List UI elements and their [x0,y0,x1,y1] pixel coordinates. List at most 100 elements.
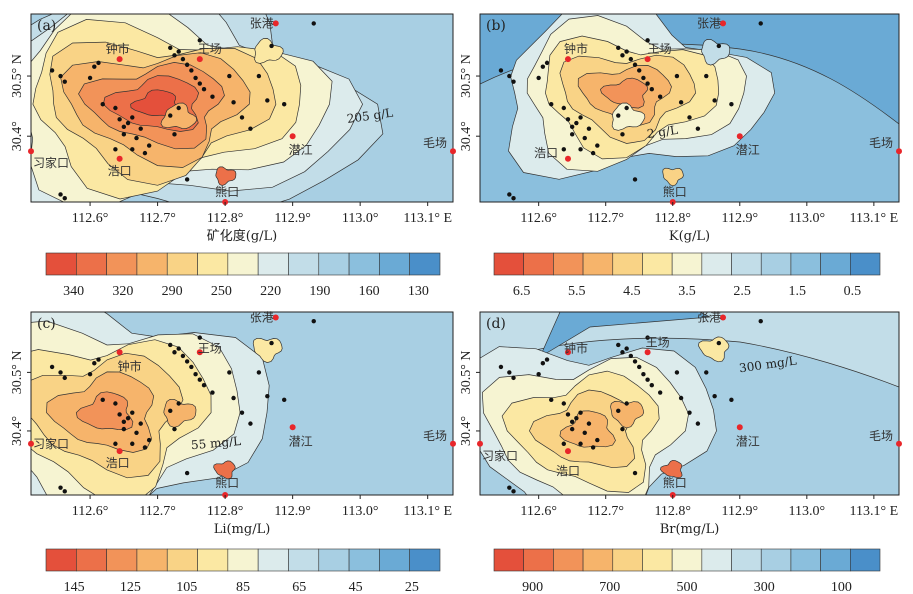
station-point [130,115,135,120]
legend-swatch [288,548,320,572]
x-tick-label: 112.6° [72,211,109,226]
legend-swatch [288,252,320,276]
map-layer: 2 g/L [480,14,899,202]
station-point [256,73,262,79]
station-point [113,147,118,152]
place-marker [272,20,279,27]
panel-frame [479,311,900,496]
legend-tick-label: 340 [63,284,84,299]
place-name: 钟市 [118,358,142,373]
station-point [49,68,55,73]
station-point [172,426,177,432]
station-point [590,150,596,156]
place-marker [564,155,571,162]
place-name: 张港 [697,310,721,324]
station-point [239,115,245,120]
place-marker [564,56,571,63]
station-point [645,377,650,382]
station-point [595,143,600,148]
legend-tick-label: 900 [522,580,543,594]
station-point [729,102,734,107]
station-point [96,60,101,66]
station-point [758,318,763,324]
station-point [231,100,236,105]
legend-tick-label: 105 [176,580,197,594]
panel-frame [30,311,454,496]
station-point [540,64,546,69]
station-point [624,49,629,54]
contour-value-label: 205 g/L [346,106,394,126]
station-point [58,73,63,79]
legend-swatch [642,548,673,572]
y-tick-label: 30.5° N [10,54,25,98]
x-tick-label: 113.1° E [850,504,899,519]
legend-swatch [493,548,524,572]
station-point [113,441,118,446]
legend-swatch [701,548,732,572]
legend-tick-label: 220 [260,284,281,299]
x-axis-label: 矿化度(g/L) [207,228,277,244]
x-tick-label: 112.7° [139,211,176,226]
x-tick-label: 112.8° [654,504,691,519]
station-point [311,21,316,26]
station-point [265,393,270,399]
station-point [172,53,177,58]
place-marker [644,56,651,63]
station-point [657,94,663,99]
station-point [180,353,186,359]
station-point [549,102,554,107]
station-point [138,126,143,131]
legend-tick-label: 700 [599,580,620,594]
station-point [632,177,638,182]
station-point [92,64,97,69]
station-point [168,342,173,348]
station-point [210,94,215,99]
station-point [695,126,701,131]
station-point [507,73,512,79]
place-name: 浩口 [108,164,132,178]
panel-letter: (a) [37,18,56,34]
legend-swatch [379,252,410,276]
legend-tick-label: 2.5 [733,284,751,299]
legend-swatch [553,252,584,276]
legend-swatch [523,548,554,572]
station-point [117,412,122,417]
panel-letter: (b) [486,18,506,34]
station-point [649,383,654,388]
station-point [100,102,105,107]
legend-tick-label: 320 [112,284,133,299]
station-point [62,489,67,494]
station-point [561,441,566,446]
station-point [113,105,118,111]
x-tick-label: 112.7° [587,504,624,519]
contour-band [480,312,899,388]
place-name: 张港 [250,310,274,324]
x-tick-label: 112.6° [72,504,109,519]
panel-letter: (d) [486,316,506,332]
contour-band [599,77,648,109]
x-tick-label: 113.1° E [403,504,452,519]
station-point [620,132,625,137]
station-point [168,408,173,414]
x-tick-label: 112.6° [520,211,557,226]
station-point [561,105,566,111]
station-point [641,75,646,81]
legend-swatch [582,252,614,276]
station-point [632,62,638,67]
station-point [130,410,135,415]
contour-band [75,391,134,431]
station-point [649,87,654,92]
legend-swatch [790,252,821,276]
station-point [146,143,152,148]
station-point [138,421,143,426]
legend-swatch [166,548,198,572]
x-axis-label: Li(mg/L) [214,522,271,537]
legend-swatch [106,548,138,572]
station-point [184,177,190,182]
map-layer: 55 mg/L [31,312,453,495]
station-point [117,117,122,122]
legend-swatch [197,252,229,276]
place-name: 王场 [198,341,222,355]
station-point [121,132,127,137]
